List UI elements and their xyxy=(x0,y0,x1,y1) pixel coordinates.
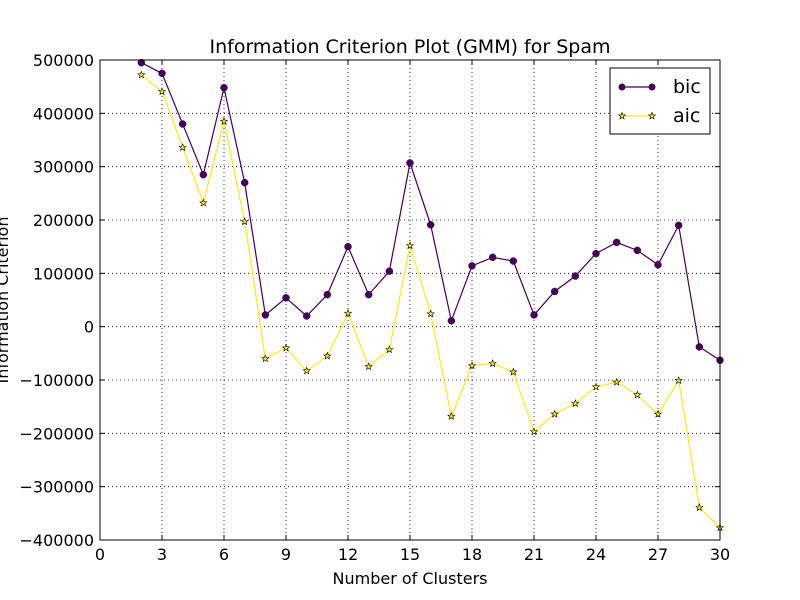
data-point-bic xyxy=(674,221,683,230)
series-layer xyxy=(137,58,725,532)
x-tick-label: 0 xyxy=(95,545,105,564)
data-point-bic xyxy=(447,317,456,325)
y-tick-label: 300000 xyxy=(33,158,94,177)
data-point-bic xyxy=(282,294,290,302)
data-point-bic xyxy=(344,242,352,251)
data-point-aic xyxy=(405,241,415,250)
data-point-bic xyxy=(633,246,642,255)
y-tick-label: −200000 xyxy=(20,424,94,443)
data-point-bic xyxy=(426,221,435,229)
axis-ticks: 0 3 6 9 12 15 18 21 24 27 30 −400000 −300000 −200000 −… xyxy=(20,51,731,564)
x-axis-label: Number of Clusters xyxy=(333,569,488,588)
x-tick-label: 24 xyxy=(586,545,606,564)
legend-aic-marker xyxy=(647,111,657,120)
data-point-aic xyxy=(529,427,539,436)
legend-bic-label: bic xyxy=(673,76,701,98)
data-point-aic xyxy=(695,503,704,512)
x-tick-label: 27 xyxy=(648,545,668,564)
data-point-bic xyxy=(137,58,146,67)
x-tick-label: 18 xyxy=(462,545,482,564)
data-point-bic xyxy=(364,290,373,299)
data-point-aic xyxy=(199,198,208,207)
data-point-aic xyxy=(447,411,456,420)
y-tick-label: −300000 xyxy=(20,478,94,497)
data-point-aic xyxy=(219,116,229,125)
data-point-aic xyxy=(240,217,249,226)
data-point-aic xyxy=(302,366,311,375)
data-point-bic xyxy=(178,120,187,128)
data-point-aic xyxy=(178,143,187,152)
data-point-bic xyxy=(654,261,662,269)
data-point-aic xyxy=(364,362,373,371)
data-point-bic xyxy=(302,312,311,320)
x-tick-label: 21 xyxy=(524,545,544,564)
y-tick-label: 200000 xyxy=(33,211,94,230)
x-tick-label: 12 xyxy=(338,545,358,564)
data-point-aic xyxy=(261,354,270,363)
data-point-bic xyxy=(695,343,704,351)
data-point-aic xyxy=(343,308,353,317)
legend-aic-markers xyxy=(617,111,657,120)
data-point-aic xyxy=(137,70,146,79)
data-point-bic xyxy=(468,262,476,270)
data-point-bic xyxy=(488,253,497,262)
y-tick-label: 500000 xyxy=(33,51,94,70)
x-tick-label: 3 xyxy=(157,545,167,564)
data-point-bic xyxy=(592,249,600,258)
data-point-aic xyxy=(467,361,477,370)
data-point-bic xyxy=(406,159,414,167)
data-point-bic xyxy=(550,287,559,296)
x-tick-label: 30 xyxy=(710,545,730,564)
x-tick-label: 6 xyxy=(219,545,229,564)
y-axis-label: Information Criterion xyxy=(0,217,12,384)
data-point-bic xyxy=(220,83,228,92)
x-tick-label: 9 xyxy=(281,545,291,564)
data-point-bic xyxy=(323,290,332,299)
y-tick-label: 0 xyxy=(84,318,94,337)
data-point-aic xyxy=(550,409,559,418)
data-point-bic xyxy=(612,238,621,247)
data-point-aic xyxy=(653,409,663,418)
data-point-bic xyxy=(509,257,518,265)
data-point-bic xyxy=(240,178,249,187)
x-tick-label: 15 xyxy=(400,545,420,564)
data-point-aic xyxy=(674,376,683,385)
legend-bic-marker xyxy=(648,83,656,91)
data-point-aic xyxy=(385,345,394,354)
data-point-bic xyxy=(261,311,270,319)
data-point-aic xyxy=(488,359,497,368)
data-point-bic xyxy=(530,311,538,319)
data-point-aic xyxy=(281,343,291,352)
data-point-aic xyxy=(323,351,332,360)
y-tick-label: −400000 xyxy=(20,531,94,550)
legend-box xyxy=(609,67,711,135)
legend-aic-label: aic xyxy=(673,105,700,127)
y-tick-label: 400000 xyxy=(33,104,94,123)
data-point-bic xyxy=(571,272,580,280)
y-tick-label: 100000 xyxy=(33,264,94,283)
data-point-aic xyxy=(426,309,435,318)
legend-aic-marker xyxy=(617,111,627,120)
data-point-aic xyxy=(157,87,167,96)
data-point-aic xyxy=(509,367,518,376)
data-point-bic xyxy=(199,170,208,179)
data-point-bic xyxy=(385,267,394,275)
data-point-aic xyxy=(633,390,642,399)
legend-bic-marker xyxy=(618,83,626,91)
chart-title: Information Criterion Plot (GMM) for Spa… xyxy=(210,36,611,58)
y-tick-label: −100000 xyxy=(20,371,94,390)
data-point-aic xyxy=(612,377,621,386)
data-point-bic xyxy=(158,69,166,78)
data-point-aic xyxy=(591,382,601,391)
data-point-aic xyxy=(571,399,580,408)
legend: bic aic xyxy=(609,67,711,135)
